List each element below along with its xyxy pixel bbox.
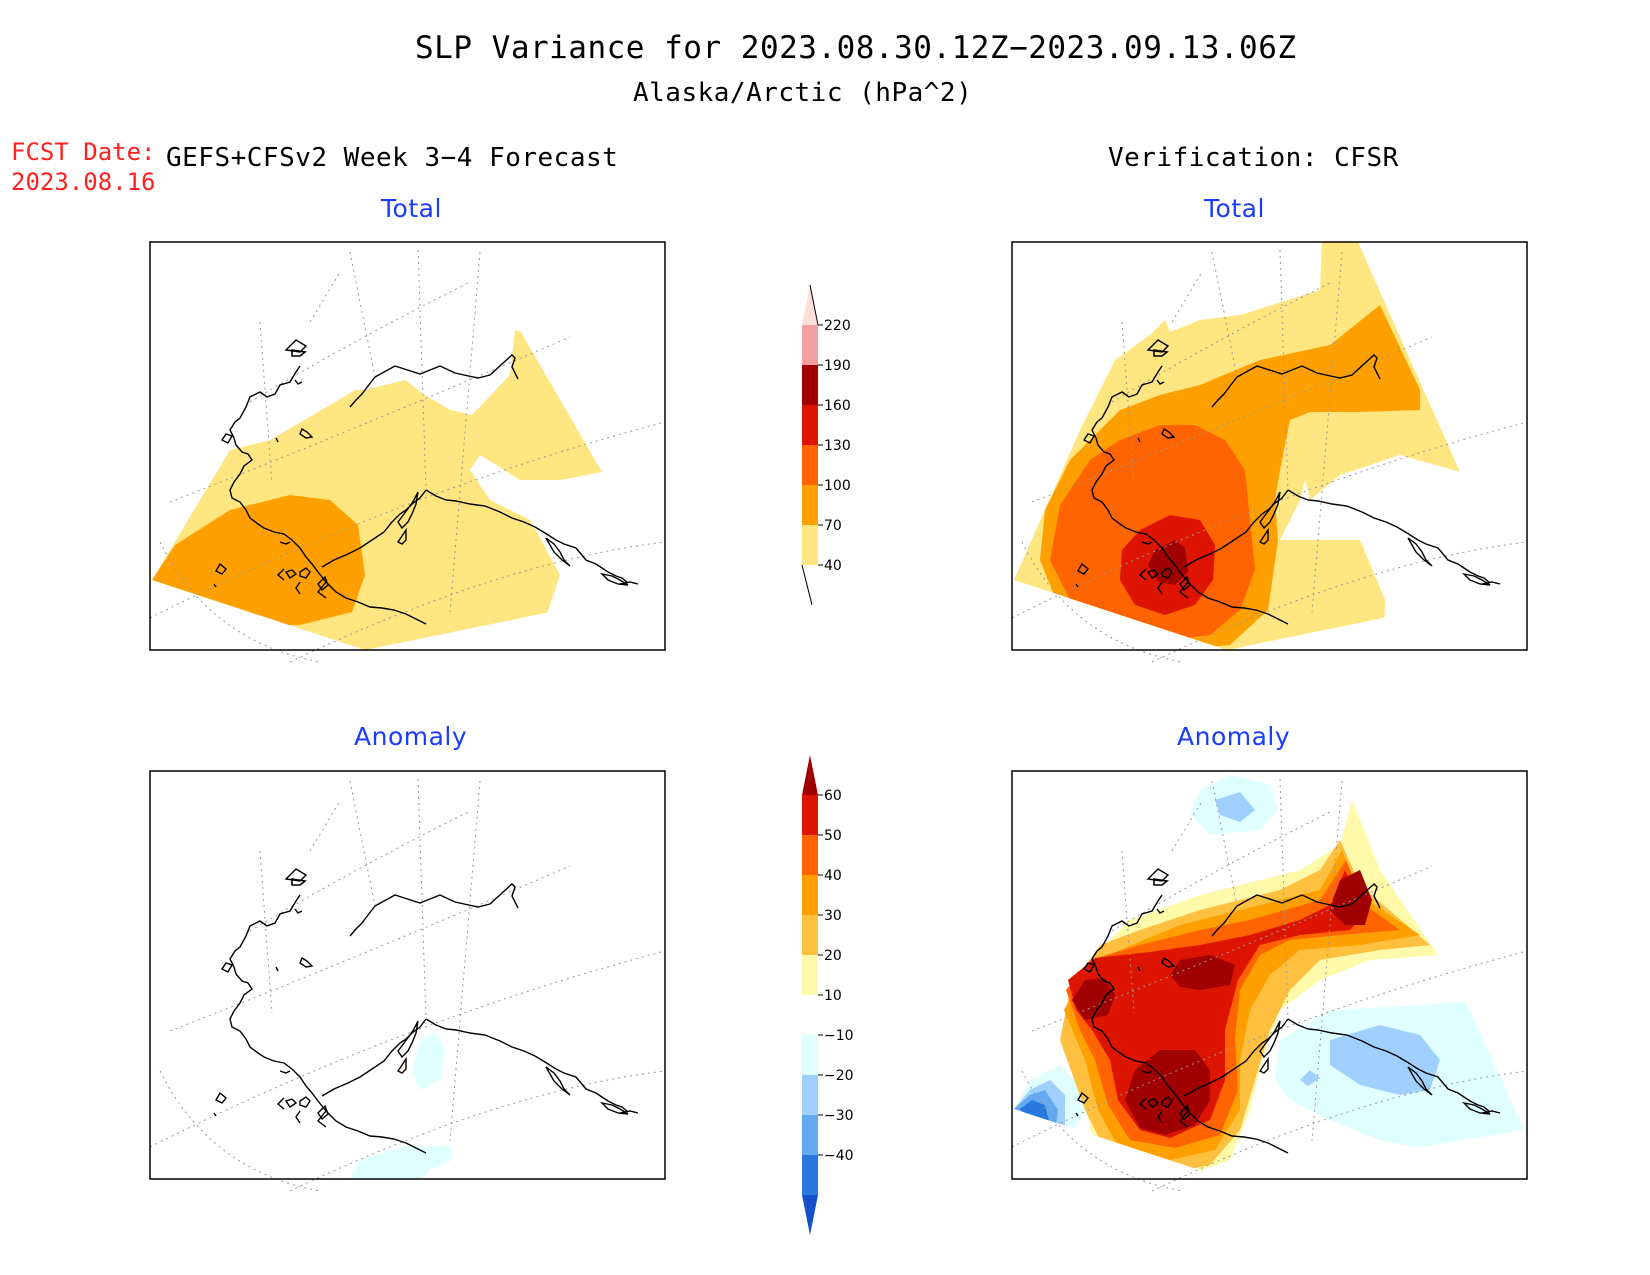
colorbar-anomaly-swatch xyxy=(802,795,818,835)
colorbar-anomaly-swatch xyxy=(802,1035,818,1075)
forecast-anomaly-frame xyxy=(149,770,666,1180)
colorbar-total-tick-label: 70 xyxy=(824,518,842,534)
colorbar-anomaly-swatch xyxy=(802,1115,818,1155)
colorbar-total-tick-label: 130 xyxy=(824,438,851,454)
colorbar-total-swatch xyxy=(802,525,818,565)
colorbar-anomaly-tick-label: 20 xyxy=(824,948,842,964)
panel-title-verification-anomaly: Anomaly xyxy=(1177,722,1291,751)
colorbar-total-tick-label: 100 xyxy=(824,478,851,494)
colorbar-total-bottom-arrow xyxy=(801,564,813,606)
colorbar-anomaly-swatch xyxy=(802,835,818,875)
colorbar-anomaly-tick-label: 30 xyxy=(824,908,842,924)
forecast-total-frame xyxy=(149,241,666,651)
colorbar-total-tick-label: 220 xyxy=(824,318,851,334)
colorbar-total-swatch xyxy=(802,485,818,525)
colorbar-total-tick-label: 160 xyxy=(824,398,851,414)
fcst-date-value: 2023.08.16 xyxy=(11,168,156,196)
verification-total-frame xyxy=(1011,241,1528,651)
colorbar-total-tick-label: 40 xyxy=(824,558,842,574)
main-subtitle: Alaska/Arctic (hPa^2) xyxy=(633,78,973,108)
colorbar-total: 220 190 160 130 100 70 40 xyxy=(801,284,851,606)
colorbar-total-swatch xyxy=(802,325,818,365)
main-title: SLP Variance for 2023.08.30.12Z−2023.09.… xyxy=(415,30,1297,66)
colorbar-anomaly-top-arrow xyxy=(802,755,818,795)
verification-total-map xyxy=(1011,241,1528,663)
colorbar-total-swatch xyxy=(802,405,818,445)
panel-title-forecast-anomaly: Anomaly xyxy=(354,722,468,751)
colorbar-anomaly-swatch xyxy=(802,995,818,1035)
colorbar-total-tick-label: 190 xyxy=(824,358,851,374)
colorbar-anomaly-swatch xyxy=(802,875,818,915)
colorbar-anomaly-tick-label: −40 xyxy=(824,1148,854,1164)
colorbar-anomaly-swatch xyxy=(802,1155,818,1195)
colorbar-anomaly-tick-label: 40 xyxy=(824,868,842,884)
colorbar-anomaly: 60 50 40 30 20 10 −10 −20 −30 −40 xyxy=(802,755,854,1235)
fcst-date-label: FCST Date: xyxy=(11,138,156,166)
forecast-total-map xyxy=(149,241,666,663)
colorbar-anomaly-tick-label: 50 xyxy=(824,828,842,844)
colorbar-anomaly-tick-label: −10 xyxy=(824,1028,854,1044)
colorbar-anomaly-swatch xyxy=(802,915,818,955)
colorbar-anomaly-bottom-arrow xyxy=(802,1195,818,1235)
colorbar-anomaly-swatch xyxy=(802,955,818,995)
forecast-anomaly-map xyxy=(149,770,666,1192)
forecast-header: GEFS+CFSv2 Week 3−4 Forecast xyxy=(166,143,619,173)
verification-anomaly-frame xyxy=(1011,770,1528,1180)
colorbar-anomaly-swatch xyxy=(802,1075,818,1115)
colorbar-total-top-arrow xyxy=(802,285,818,325)
verification-header: Verification: CFSR xyxy=(1108,143,1399,173)
colorbar-anomaly-tick-label: −30 xyxy=(824,1108,854,1124)
colorbar-anomaly-tick-label: −20 xyxy=(824,1068,854,1084)
panel-title-forecast-total: Total xyxy=(381,194,442,223)
verification-anomaly-map xyxy=(1011,770,1528,1192)
panel-title-verification-total: Total xyxy=(1204,194,1265,223)
colorbar-total-swatch xyxy=(802,365,818,405)
colorbar-total-swatch xyxy=(802,445,818,485)
colorbar-anomaly-tick-label: 60 xyxy=(824,788,842,804)
colorbar-anomaly-tick-label: 10 xyxy=(824,988,842,1004)
